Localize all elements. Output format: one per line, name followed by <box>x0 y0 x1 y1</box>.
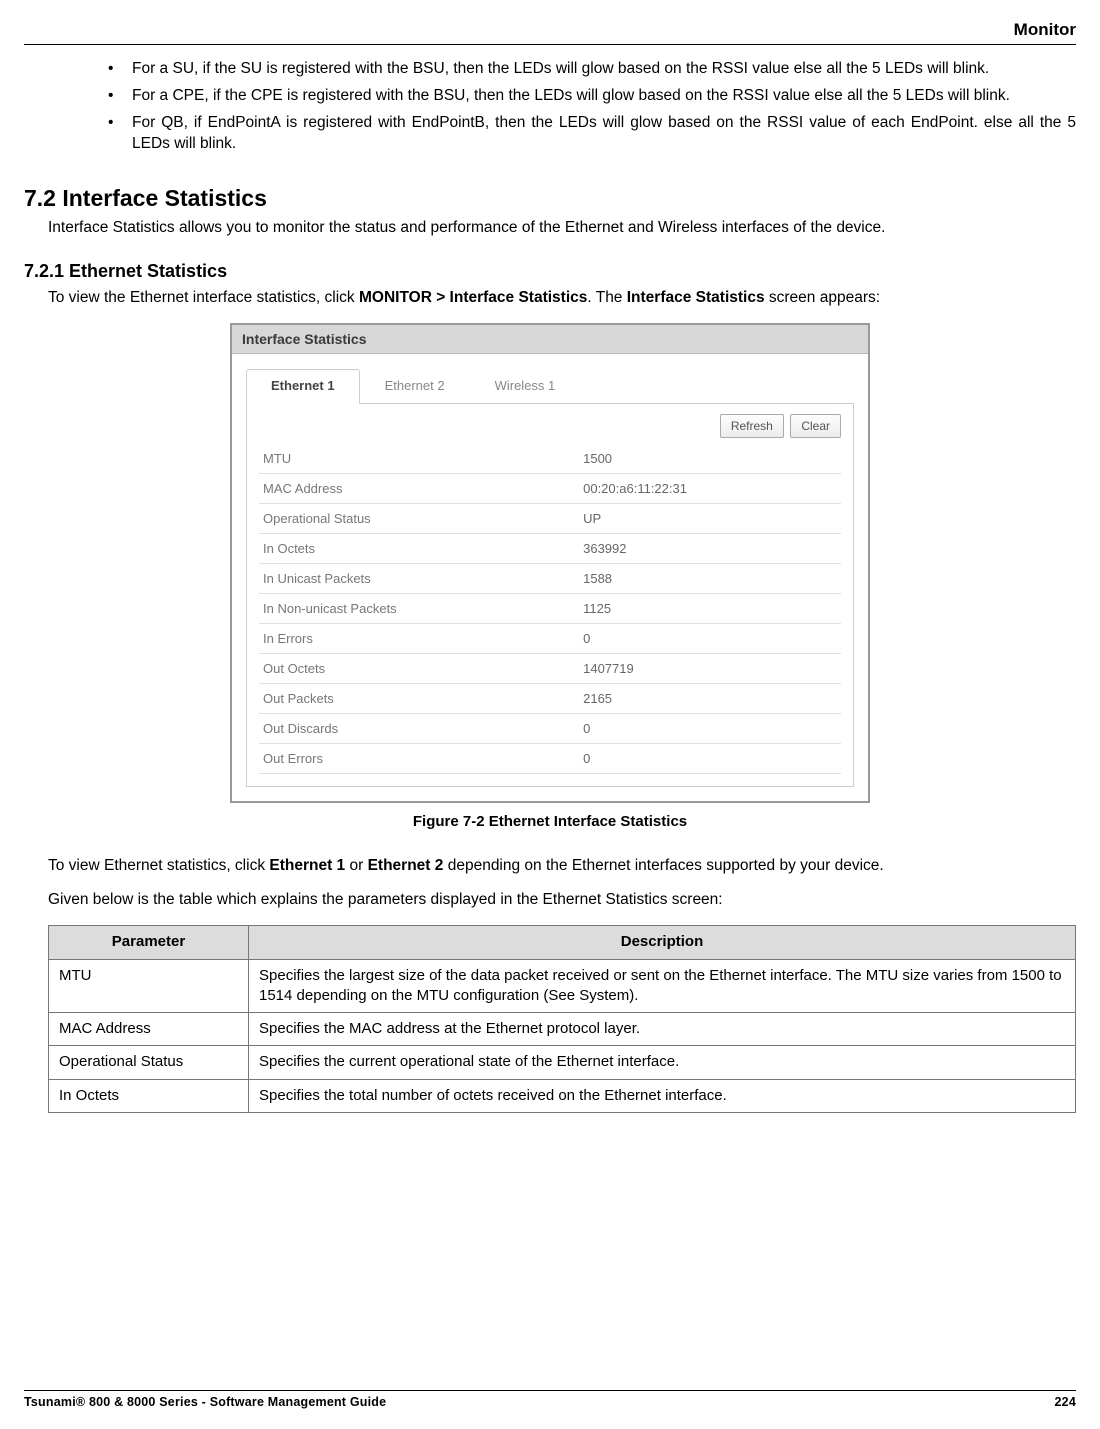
page-footer: Tsunami® 800 & 8000 Series - Software Ma… <box>24 1390 1076 1409</box>
page-header-section: Monitor <box>24 20 1076 44</box>
tab-content: Refresh Clear MTU1500MAC Address00:20:a6… <box>246 403 854 787</box>
parameter-table: Parameter Description MTUSpecifies the l… <box>48 925 1076 1113</box>
footer-page-number: 224 <box>1055 1395 1076 1409</box>
header-rule <box>24 44 1076 45</box>
stat-value: UP <box>579 503 841 533</box>
text: . The <box>587 289 626 306</box>
param-name: MAC Address <box>49 1013 249 1046</box>
refresh-button[interactable]: Refresh <box>720 414 784 438</box>
param-desc: Specifies the MAC address at the Etherne… <box>249 1013 1076 1046</box>
stat-label: Out Errors <box>259 743 579 773</box>
stat-label: In Non-unicast Packets <box>259 593 579 623</box>
text: screen appears: <box>765 289 880 306</box>
text-bold: Ethernet 2 <box>368 857 444 874</box>
stat-value: 0 <box>579 743 841 773</box>
stat-row: In Unicast Packets1588 <box>259 563 841 593</box>
stat-label: In Octets <box>259 533 579 563</box>
stat-label: MAC Address <box>259 473 579 503</box>
tab-ethernet-1[interactable]: Ethernet 1 <box>246 369 360 404</box>
text: depending on the Ethernet interfaces sup… <box>443 857 883 874</box>
stats-grid: MTU1500MAC Address00:20:a6:11:22:31Opera… <box>259 444 841 774</box>
param-row: Operational StatusSpecifies the current … <box>49 1046 1076 1079</box>
bullet-list: For a SU, if the SU is registered with t… <box>24 59 1076 155</box>
description-header: Description <box>249 926 1076 959</box>
interface-statistics-panel: Interface Statistics Ethernet 1 Ethernet… <box>230 323 870 803</box>
stat-label: In Errors <box>259 623 579 653</box>
tab-ethernet-2[interactable]: Ethernet 2 <box>360 369 470 404</box>
param-name: MTU <box>49 959 249 1013</box>
stat-value: 2165 <box>579 683 841 713</box>
param-row: MAC AddressSpecifies the MAC address at … <box>49 1013 1076 1046</box>
tab-bar: Ethernet 1 Ethernet 2 Wireless 1 <box>232 354 868 403</box>
bullet-item: For QB, if EndPointA is registered with … <box>104 113 1076 155</box>
text: To view Ethernet statistics, click <box>48 857 269 874</box>
subsection-body: To view the Ethernet interface statistic… <box>48 288 1076 309</box>
stat-label: Out Packets <box>259 683 579 713</box>
stat-row: Out Errors0 <box>259 743 841 773</box>
footer-left: Tsunami® 800 & 8000 Series - Software Ma… <box>24 1395 386 1409</box>
stat-value: 1125 <box>579 593 841 623</box>
param-name: Operational Status <box>49 1046 249 1079</box>
button-row: Refresh Clear <box>259 414 841 438</box>
stat-row: MAC Address00:20:a6:11:22:31 <box>259 473 841 503</box>
stat-label: In Unicast Packets <box>259 563 579 593</box>
param-name: In Octets <box>49 1079 249 1112</box>
stat-row: Out Discards0 <box>259 713 841 743</box>
section-body: Interface Statistics allows you to monit… <box>48 218 1076 239</box>
stat-row: Out Packets2165 <box>259 683 841 713</box>
stat-value: 363992 <box>579 533 841 563</box>
stat-label: MTU <box>259 444 579 474</box>
param-desc: Specifies the largest size of the data p… <box>249 959 1076 1013</box>
stat-row: In Octets363992 <box>259 533 841 563</box>
heading-7-2-1: 7.2.1 Ethernet Statistics <box>24 261 1076 282</box>
bullet-item: For a CPE, if the CPE is registered with… <box>104 86 1076 107</box>
stat-value: 0 <box>579 713 841 743</box>
param-desc: Specifies the total number of octets rec… <box>249 1079 1076 1112</box>
stat-row: In Errors0 <box>259 623 841 653</box>
bullet-item: For a SU, if the SU is registered with t… <box>104 59 1076 80</box>
stat-value: 0 <box>579 623 841 653</box>
text: or <box>345 857 367 874</box>
stat-label: Out Octets <box>259 653 579 683</box>
stat-label: Out Discards <box>259 713 579 743</box>
text-bold: MONITOR > Interface Statistics <box>359 289 587 306</box>
clear-button[interactable]: Clear <box>790 414 841 438</box>
stat-value: 1588 <box>579 563 841 593</box>
after-figure-para: To view Ethernet statistics, click Ether… <box>48 856 1076 877</box>
table-intro: Given below is the table which explains … <box>48 890 1076 911</box>
param-row: MTUSpecifies the largest size of the dat… <box>49 959 1076 1013</box>
param-desc: Specifies the current operational state … <box>249 1046 1076 1079</box>
panel-title: Interface Statistics <box>232 325 868 354</box>
text-bold: Interface Statistics <box>627 289 765 306</box>
stat-value: 1407719 <box>579 653 841 683</box>
text-bold: Ethernet 1 <box>269 857 345 874</box>
stat-row: MTU1500 <box>259 444 841 474</box>
tab-wireless-1[interactable]: Wireless 1 <box>470 369 581 404</box>
stat-value: 00:20:a6:11:22:31 <box>579 473 841 503</box>
stat-label: Operational Status <box>259 503 579 533</box>
parameter-header: Parameter <box>49 926 249 959</box>
stat-row: Out Octets1407719 <box>259 653 841 683</box>
stat-row: Operational StatusUP <box>259 503 841 533</box>
stat-row: In Non-unicast Packets1125 <box>259 593 841 623</box>
stat-value: 1500 <box>579 444 841 474</box>
text: To view the Ethernet interface statistic… <box>48 289 359 306</box>
figure-caption: Figure 7-2 Ethernet Interface Statistics <box>24 813 1076 830</box>
param-row: In OctetsSpecifies the total number of o… <box>49 1079 1076 1112</box>
heading-7-2: 7.2 Interface Statistics <box>24 185 1076 212</box>
